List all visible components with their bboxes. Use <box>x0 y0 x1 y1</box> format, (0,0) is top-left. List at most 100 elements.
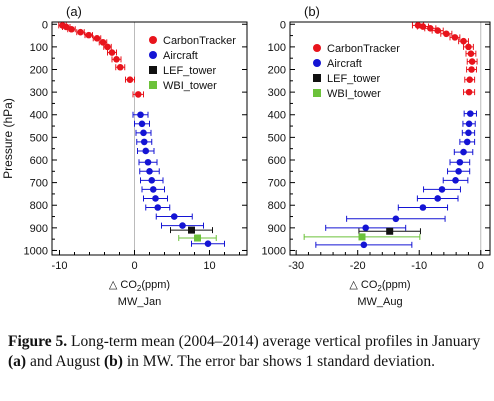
panel-a: 0 100 200 300 400 500 600 700 800 900 1000 -10 0 10 (a… <box>1 4 248 308</box>
x-tick-label: 10 <box>203 260 215 272</box>
data-point <box>467 110 474 117</box>
site-label: MW_Jan <box>118 296 161 308</box>
xlabel-unit: (ppm) <box>382 279 411 291</box>
data-point <box>188 226 195 234</box>
data-point <box>93 34 101 42</box>
data-point <box>116 63 124 71</box>
y-tick-label: 200 <box>30 65 48 77</box>
x-tick-label: -10 <box>411 260 427 272</box>
plot-frame <box>289 21 491 256</box>
data-point <box>358 233 366 241</box>
data-point <box>434 195 441 202</box>
data-point <box>146 168 153 175</box>
data-point <box>360 241 368 249</box>
legend-label: Aircraft <box>327 58 362 70</box>
x-axis-label: △ CO2(ppm) <box>349 279 410 293</box>
series-wbi-tower <box>303 233 421 241</box>
legend-label: WBI_tower <box>327 88 381 100</box>
caption-text-3: in MW. The error bar shows 1 standard de… <box>122 353 436 370</box>
y-tick-label: 400 <box>30 110 48 122</box>
data-point <box>104 43 111 51</box>
y-axis-label: Pressure (hPa) <box>1 98 15 179</box>
series-lef-tower <box>358 227 421 235</box>
data-point <box>455 168 462 175</box>
data-point <box>456 158 464 166</box>
data-point <box>468 66 475 73</box>
data-point <box>85 31 93 39</box>
data-point <box>465 88 473 96</box>
data-point <box>77 28 84 36</box>
data-point <box>434 27 441 34</box>
data-point <box>362 224 369 232</box>
delta-symbol: △ <box>109 279 121 291</box>
series-aircraft <box>315 110 477 249</box>
y-tick-label: 100 <box>30 42 48 54</box>
data-point <box>138 120 146 128</box>
data-point <box>465 120 473 128</box>
caption-label: Figure 5. <box>8 333 68 350</box>
data-point <box>154 204 162 211</box>
figure-caption: Figure 5. Long-term mean (2004–2014) ave… <box>8 332 488 372</box>
x-tick-label: 0 <box>478 260 484 272</box>
data-point <box>99 39 107 46</box>
data-point <box>142 147 150 155</box>
data-point <box>170 213 178 220</box>
data-point <box>108 49 116 56</box>
data-point <box>194 234 201 242</box>
data-point <box>144 158 152 166</box>
series-carbontracker <box>411 22 478 96</box>
panel-b: 0 100 200 300 400 500 600 700 800 900 1000-30 -20 -1… <box>262 4 491 308</box>
data-point <box>419 204 427 211</box>
y-tick-label: 700 <box>268 178 286 190</box>
y-tick-label: 900 <box>30 223 48 235</box>
y-tick-label: 500 <box>30 132 48 144</box>
data-point <box>179 222 186 229</box>
legend-marker <box>149 81 157 89</box>
series-lef-tower <box>170 226 213 234</box>
y-tick-label: 600 <box>30 155 48 167</box>
caption-panel-b: (b) <box>104 353 123 370</box>
legend: CarbonTracker Aircraft LEF_tower WBI_tower <box>149 35 236 92</box>
caption-text-2: and August <box>26 353 105 370</box>
legend-marker <box>313 44 321 52</box>
site-label: MW_Aug <box>357 296 402 308</box>
legend-label: LEF_tower <box>327 73 381 85</box>
legend-marker <box>313 59 321 67</box>
y-tick-label: 800 <box>30 200 48 212</box>
data-point <box>126 76 134 83</box>
panel-label: (b) <box>304 4 320 19</box>
data-point <box>463 138 471 146</box>
data-point <box>466 76 473 83</box>
legend-marker <box>313 89 321 97</box>
x-tick-label: -10 <box>52 260 68 272</box>
series-aircraft <box>132 111 225 247</box>
data-point <box>134 91 142 98</box>
x-axis-label: △ CO2(ppm) <box>109 279 170 293</box>
data-point <box>137 111 144 119</box>
xlabel-subscript: 2 <box>377 284 382 293</box>
data-point <box>149 186 157 193</box>
xlabel-text: CO <box>361 279 378 291</box>
x-tick-label: -20 <box>350 260 366 272</box>
data-point <box>392 215 400 223</box>
data-point <box>468 58 476 65</box>
data-point <box>386 227 394 235</box>
y-tick-label: 900 <box>268 223 286 235</box>
y-tick-label: 800 <box>268 200 286 212</box>
panel-label: (a) <box>66 4 82 19</box>
data-point <box>451 34 459 41</box>
y-tick-label: 0 <box>280 19 286 31</box>
series-carbontracker <box>58 22 144 98</box>
legend: CarbonTracker Aircraft LEF_tower WBI_tower <box>313 43 400 100</box>
series-wbi-tower <box>178 234 217 242</box>
y-tick-label: 1000 <box>262 245 286 257</box>
data-point <box>438 186 446 193</box>
data-point <box>68 25 75 33</box>
data-point <box>414 22 422 29</box>
y-tick-label: 700 <box>30 178 48 190</box>
data-point <box>465 129 472 137</box>
legend-label: Aircraft <box>163 50 198 62</box>
x-tick-label: -30 <box>288 260 304 272</box>
y-tick-label: 600 <box>268 155 286 167</box>
data-point <box>452 177 459 184</box>
